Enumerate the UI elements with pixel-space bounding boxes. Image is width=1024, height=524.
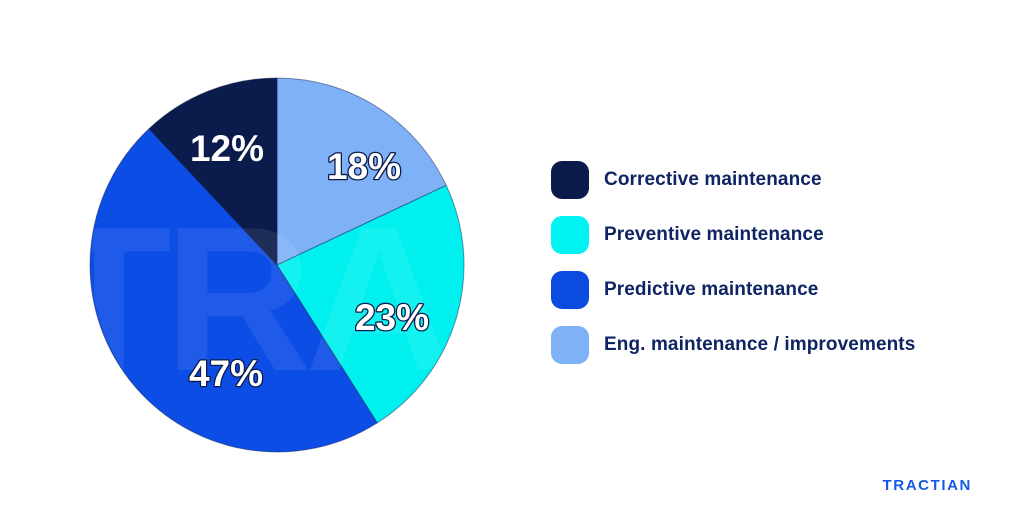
pie-label-predictive: 47%: [189, 353, 263, 394]
legend-item-corrective: Corrective maintenance: [551, 161, 915, 199]
watermark-text: TRA: [46, 184, 449, 414]
pie-slice-predictive: [89, 128, 378, 453]
pie-label-corrective: 12%: [190, 128, 264, 169]
legend-item-eng: Eng. maintenance / improvements: [551, 326, 915, 364]
legend-label: Corrective maintenance: [604, 169, 822, 190]
legend-item-predictive: Predictive maintenance: [551, 271, 915, 309]
pie-slice-preventive: [276, 184, 465, 424]
legend-swatch-corrective: [551, 161, 589, 199]
legend: Corrective maintenance Preventive mainte…: [551, 161, 915, 364]
pie-slice-eng: [276, 77, 447, 266]
legend-label: Preventive maintenance: [604, 224, 824, 245]
pie-label-eng: 18%: [327, 146, 401, 187]
legend-swatch-preventive: [551, 216, 589, 254]
legend-label: Eng. maintenance / improvements: [604, 334, 916, 355]
legend-swatch-eng: [551, 326, 589, 364]
legend-label: Predictive maintenance: [604, 279, 819, 300]
legend-swatch-predictive: [551, 271, 589, 309]
legend-item-preventive: Preventive maintenance: [551, 216, 915, 254]
pie-slices-group: [89, 77, 465, 453]
pie-slice-corrective: [148, 77, 278, 266]
pie-label-preventive: 23%: [355, 297, 429, 338]
watermark: TRA: [46, 184, 457, 414]
tractian-logo: TRACTIAN: [882, 477, 972, 494]
